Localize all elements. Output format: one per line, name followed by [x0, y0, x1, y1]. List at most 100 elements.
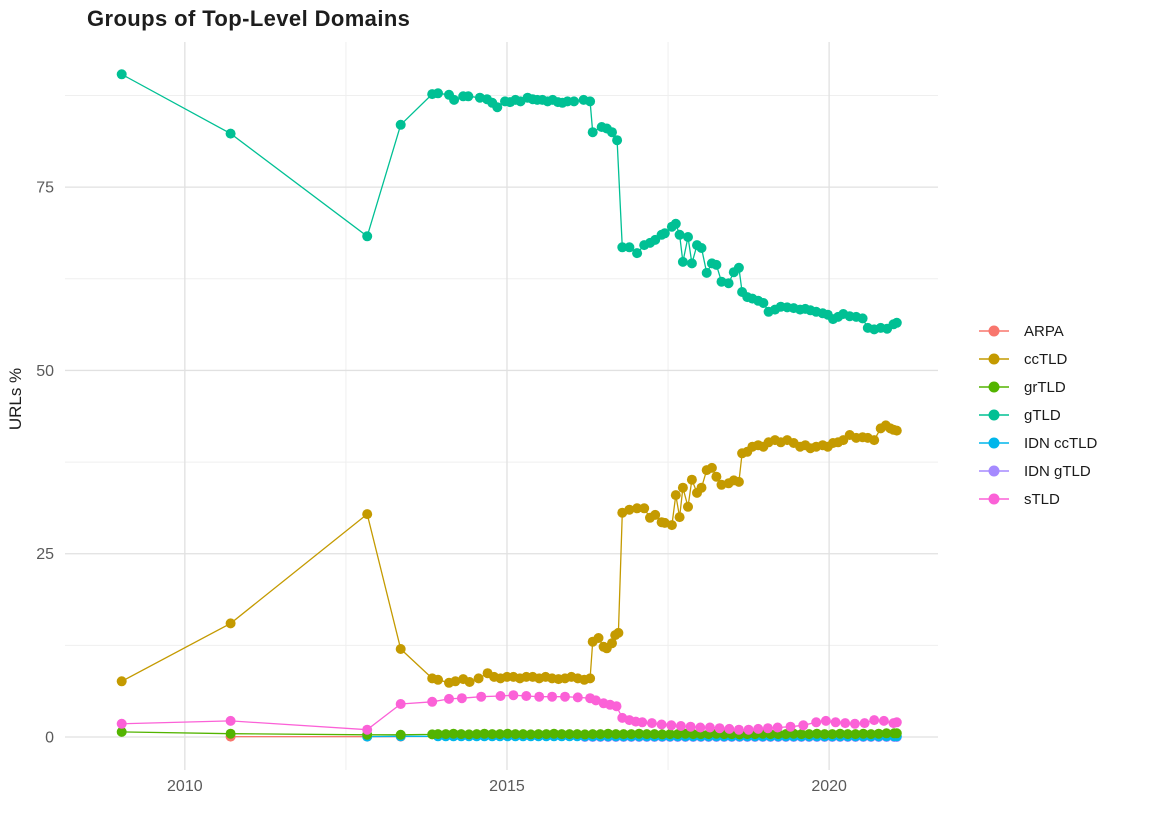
data-point — [585, 96, 596, 107]
data-point — [518, 729, 529, 740]
data-point — [869, 435, 880, 446]
data-point — [116, 726, 127, 737]
data-point — [541, 729, 552, 740]
data-point — [796, 729, 807, 740]
data-point — [225, 728, 236, 739]
data-point — [587, 729, 598, 740]
data-point — [572, 729, 583, 740]
legend-item-label: ccTLD — [1024, 350, 1068, 368]
data-point — [525, 729, 536, 740]
data-point — [449, 94, 460, 105]
data-point — [613, 627, 624, 638]
data-point — [842, 729, 853, 740]
data-point — [433, 729, 443, 740]
data-point — [686, 258, 697, 269]
data-point — [116, 676, 127, 687]
data-point — [696, 243, 707, 253]
data-point — [891, 717, 902, 728]
legend-item-cctld: ccTLD — [976, 345, 1097, 373]
data-point — [464, 677, 475, 687]
data-point — [225, 715, 236, 726]
data-point — [569, 96, 579, 107]
data-point — [674, 229, 685, 240]
data-point — [632, 503, 643, 514]
data-point — [225, 618, 236, 629]
data-point — [680, 728, 691, 739]
legend-item-label: IDN gTLD — [1024, 462, 1091, 480]
data-point — [626, 729, 637, 740]
data-point — [830, 717, 841, 728]
data-point — [611, 701, 622, 712]
data-point — [656, 719, 667, 730]
data-point — [637, 717, 648, 728]
legend-key-icon — [979, 437, 1009, 449]
series-gtld — [116, 69, 902, 335]
data-point — [696, 482, 707, 493]
data-point — [869, 715, 880, 726]
data-point — [510, 729, 521, 740]
data-point — [617, 242, 628, 253]
data-point — [395, 644, 406, 654]
data-point — [585, 673, 596, 684]
data-point — [533, 729, 544, 740]
data-point — [711, 471, 722, 482]
data-point — [521, 691, 532, 701]
data-point — [362, 509, 373, 520]
data-point — [706, 462, 717, 473]
legend: ARPA ccTLD grTLD gTLD IDN ccTLD IDN gTLD sTLD — [976, 317, 1097, 513]
data-point — [456, 693, 467, 704]
data-point — [758, 298, 769, 308]
data-point — [549, 728, 559, 739]
data-point — [683, 501, 693, 512]
data-point — [448, 728, 459, 739]
data-point — [665, 729, 675, 740]
data-point — [564, 729, 575, 740]
legend-item-label: ARPA — [1024, 322, 1064, 340]
data-point — [840, 718, 851, 729]
data-point — [859, 718, 870, 729]
data-point — [471, 729, 482, 740]
data-point — [607, 127, 617, 138]
data-point — [701, 267, 712, 278]
data-point — [685, 721, 696, 732]
data-point — [798, 720, 809, 731]
data-point — [670, 490, 681, 501]
data-point — [595, 729, 606, 740]
data-point — [433, 674, 443, 685]
data-point — [547, 691, 558, 702]
data-point — [686, 474, 697, 485]
data-point — [891, 425, 902, 436]
data-point — [479, 728, 490, 739]
data-point — [634, 728, 645, 739]
data-point — [804, 729, 815, 740]
data-point — [659, 228, 670, 239]
data-point — [534, 691, 545, 702]
data-point — [733, 262, 744, 273]
data-point — [362, 724, 373, 735]
data-point — [723, 278, 734, 289]
data-point — [494, 729, 505, 740]
data-point — [473, 673, 484, 684]
legend-key-icon — [979, 381, 1009, 393]
data-point — [508, 690, 519, 701]
data-point — [487, 729, 498, 740]
legend-key-icon — [979, 353, 1009, 365]
data-point — [873, 728, 884, 739]
data-point — [733, 476, 744, 487]
series-cctld — [116, 420, 902, 688]
data-point — [695, 722, 706, 733]
data-point — [866, 729, 876, 740]
data-point — [456, 729, 467, 740]
data-point — [674, 512, 685, 523]
legend-item-idn-gtld: IDN gTLD — [976, 457, 1097, 485]
data-point — [743, 724, 754, 735]
y-tick-label: 25 — [36, 546, 54, 563]
data-point — [362, 231, 373, 242]
data-point — [641, 729, 652, 740]
data-point — [579, 729, 590, 740]
data-point — [724, 723, 735, 734]
legend-item-grtld: grTLD — [976, 373, 1097, 401]
data-point — [811, 717, 822, 728]
data-point — [819, 729, 830, 740]
